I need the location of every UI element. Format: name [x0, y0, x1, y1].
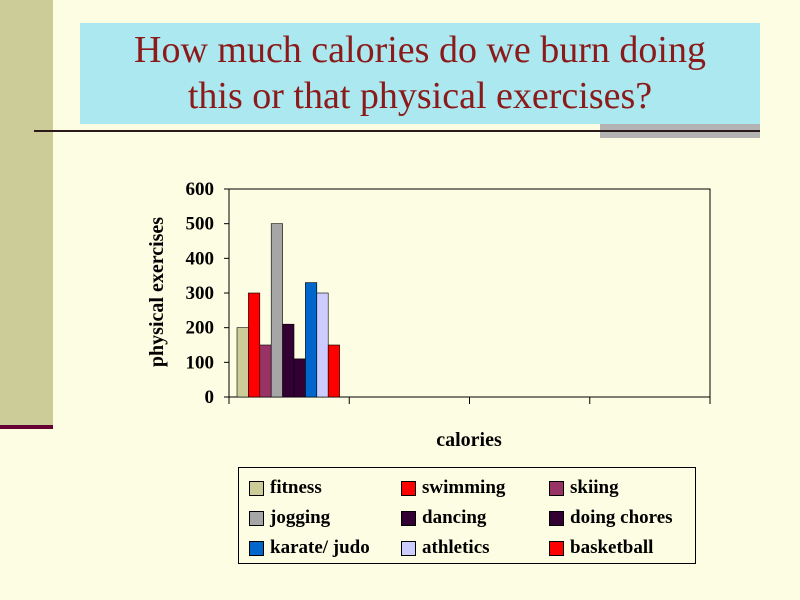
bar-basketball — [327, 344, 340, 398]
bar-athletics — [316, 292, 329, 398]
legend-swatch — [401, 480, 416, 496]
title-divider-accent-line — [600, 130, 760, 132]
legend-item: athletics — [401, 537, 490, 559]
legend-swatch — [549, 540, 564, 556]
legend-swatch — [401, 540, 416, 556]
side-decor-bar — [0, 0, 53, 428]
y-tick-label: 200 — [186, 318, 215, 339]
y-tick-label: 400 — [186, 248, 215, 269]
legend-label: swimming — [422, 477, 506, 498]
bar-fitness — [236, 327, 249, 398]
slide-title: How much calories do we burn doing this … — [80, 27, 760, 119]
y-tick-label: 0 — [205, 387, 215, 408]
legend-swatch — [249, 540, 264, 556]
bar-dancing — [282, 323, 295, 398]
y-tick-label: 500 — [186, 214, 215, 235]
title-box — [80, 23, 760, 124]
bar-skiing — [259, 344, 272, 398]
legend-label: jogging — [270, 507, 331, 528]
legend-item: skiing — [549, 477, 619, 499]
legend-item: fitness — [249, 477, 322, 499]
legend-item: basketball — [549, 537, 653, 559]
legend-swatch — [549, 480, 564, 496]
bar-karate-judo — [305, 282, 318, 398]
legend-item: dancing — [401, 507, 486, 529]
y-tick-label: 100 — [186, 352, 215, 373]
legend-item: swimming — [401, 477, 505, 499]
legend-label: karate/ judo — [270, 537, 370, 558]
legend-label: athletics — [422, 537, 490, 558]
bar-jogging — [270, 223, 283, 398]
title-divider — [34, 130, 600, 132]
slide-title-line-1: How much calories do we burn doing — [134, 29, 706, 71]
y-tick-label: 300 — [186, 283, 215, 304]
legend-swatch — [249, 510, 264, 526]
legend-swatch — [549, 510, 564, 526]
chart-legend: fitness swimming skiing jogging dancing doing… — [238, 467, 696, 564]
legend-label: doing chores — [570, 507, 673, 528]
legend-label: fitness — [270, 477, 322, 498]
bar-doing-chores — [293, 358, 306, 398]
legend-swatch — [249, 480, 264, 496]
y-axis-title: physical exercises — [146, 217, 168, 367]
legend-item: karate/ judo — [249, 537, 370, 559]
legend-swatch — [401, 510, 416, 526]
bar-swimming — [248, 292, 261, 398]
x-axis-title: calories — [436, 429, 502, 451]
slide-title-line-2: this or that physical exercises? — [187, 75, 653, 117]
legend-label: basketball — [570, 537, 654, 558]
y-tick-label: 600 — [186, 179, 215, 200]
legend-label: skiing — [570, 477, 619, 498]
legend-label: dancing — [422, 507, 487, 528]
legend-item: jogging — [249, 507, 330, 529]
side-decor-bar-foot — [0, 425, 53, 429]
legend-item: doing chores — [549, 507, 673, 529]
